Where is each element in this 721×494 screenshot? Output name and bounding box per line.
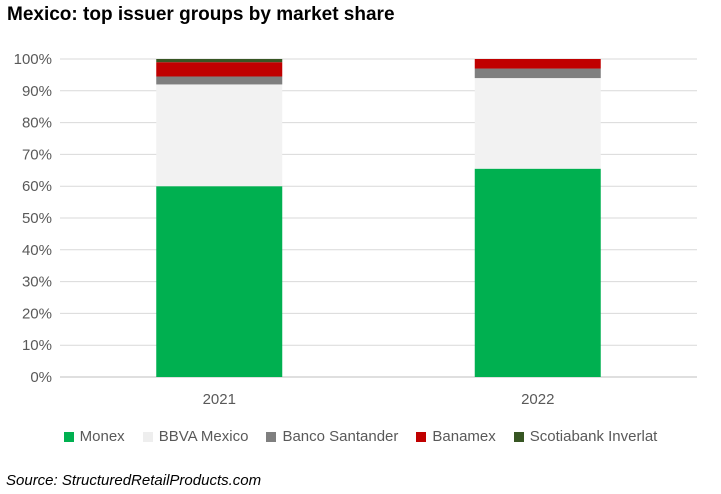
y-tick-label: 0%	[30, 369, 52, 386]
bar-segment-monex-2022	[474, 168, 601, 377]
x-category-label: 2021	[203, 391, 236, 408]
bar-segment-monex-2021	[156, 186, 283, 377]
bar-segment-bbva-mexico-2022	[474, 78, 601, 169]
source-note: Source: StructuredRetailProducts.com	[6, 472, 262, 489]
bar-segment-banamex-2022	[474, 59, 601, 69]
x-axis-category-labels: 2021 2022	[203, 391, 555, 408]
legend-label: Banamex	[432, 428, 496, 445]
legend-swatch	[63, 431, 74, 442]
legend-swatch	[416, 431, 427, 442]
legend-item: Banamex	[416, 428, 496, 445]
legend-item: Banco Santander	[266, 428, 398, 445]
legend-label: Scotiabank Inverlat	[529, 428, 658, 445]
y-tick-label: 80%	[22, 115, 52, 132]
legend-item: BBVA Mexico	[142, 428, 249, 445]
bar-segment-bbva-mexico-2021	[156, 84, 283, 187]
y-tick-label: 40%	[22, 242, 52, 259]
y-tick-label: 60%	[22, 178, 52, 195]
y-tick-label: 10%	[22, 337, 52, 354]
legend-swatch	[513, 431, 524, 442]
x-category-label: 2022	[521, 391, 554, 408]
legend-label: Monex	[79, 428, 125, 445]
chart-title: Mexico: top issuer groups by market shar…	[7, 4, 395, 25]
bar-segment-banco-santander-2021	[156, 76, 283, 85]
y-tick-label: 70%	[22, 146, 52, 163]
y-tick-label: 90%	[22, 83, 52, 100]
legend-item: Monex	[63, 428, 125, 445]
y-tick-label: 30%	[22, 274, 52, 291]
bar-segment-scotiabank-inverlat-2021	[156, 59, 283, 63]
legend-label: Banco Santander	[282, 428, 399, 445]
bar-segment-banco-santander-2022	[474, 68, 601, 79]
legend-swatch	[142, 431, 153, 442]
y-tick-label: 100%	[14, 51, 52, 68]
gridlines	[60, 58, 697, 378]
stacked-bar-chart: 0%10%20%30%40%50%60%70%80%90%100% 2021 20…	[14, 51, 697, 408]
bar-segment-banamex-2021	[156, 62, 283, 77]
y-tick-label: 50%	[22, 210, 52, 227]
bars	[156, 59, 601, 377]
legend-item: Scotiabank Inverlat	[513, 428, 658, 445]
y-axis-tick-labels: 0% 10% 20% 30% 40% 50% 60% 70% 80% 90% 100%	[14, 51, 52, 386]
legend-swatch	[266, 431, 277, 442]
legend-label: BBVA Mexico	[158, 428, 249, 445]
y-tick-label: 20%	[22, 305, 52, 322]
chart-legend: Monex BBVA Mexico Banco Santander Banamex Sc…	[0, 428, 721, 445]
